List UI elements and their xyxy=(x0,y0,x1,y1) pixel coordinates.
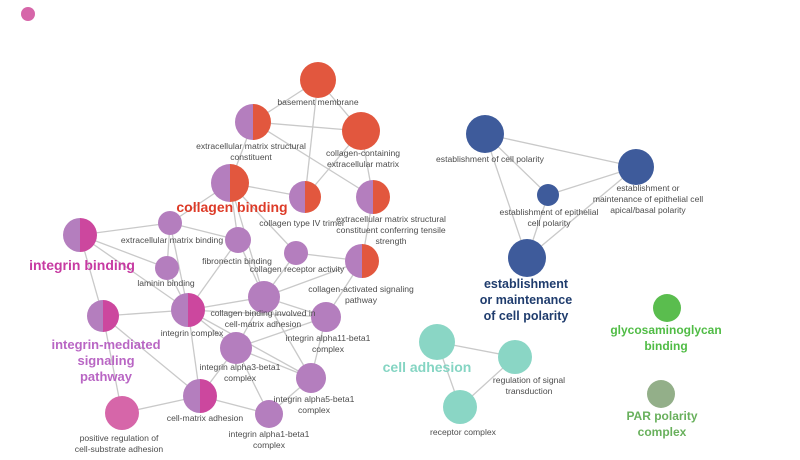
node-integrin-complex[interactable] xyxy=(171,293,205,327)
node-label-ecm-tensile-strength: extracellular matrix structural xyxy=(336,214,446,224)
node-label-collagen-containing-ecm: extracellular matrix xyxy=(327,159,400,169)
node-label-ecm-structural-constituent: extracellular matrix structural xyxy=(196,141,306,151)
node-establishment-maintenance[interactable] xyxy=(508,239,546,277)
node-regulation-signal-transduction[interactable] xyxy=(498,340,532,374)
par-polarity-complex-label: complex xyxy=(638,425,687,439)
node-label-integrin-alpha1-beta1: complex xyxy=(253,440,286,450)
node-integrin-alpha11-beta1[interactable] xyxy=(311,302,341,332)
node-cell-matrix-adhesion[interactable] xyxy=(183,379,217,413)
node-label-integrin-alpha3-beta1: complex xyxy=(224,373,257,383)
node-label-apical-basal-polarity: apical/basal polarity xyxy=(610,205,686,215)
node-label-fibronectin-binding: fibronectin binding xyxy=(202,256,272,266)
node-label-collagen-binding-involved: cell-matrix adhesion xyxy=(225,319,302,329)
node-ecm-binding[interactable] xyxy=(158,211,182,235)
integrin-mediated-signaling-label: signaling xyxy=(77,353,134,368)
establishment-maintenance-label: of cell polarity xyxy=(484,309,569,323)
edge-ecm-structural-constituent--ecm-tensile-strength xyxy=(252,121,374,198)
edge-establishment-cell-polarity--establishment-maintenance xyxy=(484,133,528,259)
node-collagen-containing-ecm[interactable] xyxy=(342,112,380,150)
node-label-regulation-signal-transduction: regulation of signal xyxy=(493,375,565,385)
node-fibronectin-binding[interactable] xyxy=(225,227,251,253)
node-label-regulation-signal-transduction: transduction xyxy=(506,386,553,396)
edge-apical-basal-polarity--establishment-maintenance xyxy=(526,166,637,259)
node-label-collagen-binding-involved: collagen binding involved in xyxy=(210,308,315,318)
node-label-positive-regulation-cell-substrate: cell-substrate adhesion xyxy=(75,444,164,454)
edge-establishment-cell-polarity--apical-basal-polarity xyxy=(484,133,637,168)
node-integrin-mediated-signaling[interactable] xyxy=(87,300,119,332)
glycosaminoglycan-binding-label: glycosaminoglycan xyxy=(610,323,721,337)
node-laminin-binding[interactable] xyxy=(155,256,179,280)
node-label-integrin-alpha5-beta1: complex xyxy=(298,405,331,415)
node-label-laminin-binding: laminin binding xyxy=(137,278,195,288)
node-integrin-alpha5-beta1[interactable] xyxy=(296,363,326,393)
node-label-integrin-alpha1-beta1: integrin alpha1-beta1 xyxy=(229,429,310,439)
node-label-collagen-containing-ecm: collagen-containing xyxy=(326,148,400,158)
node-integrin-alpha1-beta1[interactable] xyxy=(255,400,283,428)
node-integrin-alpha3-beta1[interactable] xyxy=(220,332,252,364)
edge-integrin-mediated-signaling--cell-matrix-adhesion xyxy=(102,315,201,397)
node-label-integrin-complex: integrin complex xyxy=(161,328,224,338)
node-label-basement-membrane: basement membrane xyxy=(277,97,358,107)
node-label-integrin-alpha5-beta1: integrin alpha5-beta1 xyxy=(274,394,355,404)
integrin-binding-label: integrin binding xyxy=(29,257,135,273)
integrin-mediated-signaling-label: pathway xyxy=(80,369,133,384)
glycosaminoglycan-binding-label: binding xyxy=(644,339,687,353)
node-label-integrin-alpha11-beta1: complex xyxy=(312,344,345,354)
node-ecm-tensile-strength[interactable] xyxy=(356,180,390,214)
cluster-labels-layer: collagen binding integrin binding integrin… xyxy=(29,199,722,439)
node-positive-regulation-cell-substrate[interactable] xyxy=(105,396,139,430)
node-label-apical-basal-polarity: maintenance of epithelial cell xyxy=(593,194,703,204)
node-collagen-activated-signaling[interactable] xyxy=(345,244,379,278)
cell-adhesion-label: cell adhesion xyxy=(383,359,472,375)
node-collagen-binding-involved[interactable] xyxy=(248,281,280,313)
node-label-establishment-epithelial: cell polarity xyxy=(528,218,572,228)
node-collagen-receptor-activity[interactable] xyxy=(284,241,308,265)
node-label-ecm-structural-constituent: constituent xyxy=(230,152,272,162)
node-apical-basal-polarity[interactable] xyxy=(618,149,654,185)
node-integrin-binding[interactable] xyxy=(63,218,97,252)
edge-basement-membrane--collagen-type-iv-trimer xyxy=(304,79,319,198)
node-label-receptor-complex: receptor complex xyxy=(430,427,497,437)
node-label-collagen-type-iv-trimer: collagen type IV trimer xyxy=(259,218,345,228)
node-label-cell-matrix-adhesion: cell-matrix adhesion xyxy=(167,413,244,423)
node-label-integrin-alpha3-beta1: integrin alpha3-beta1 xyxy=(200,362,281,372)
node-label-establishment-cell-polarity: establishment of cell polarity xyxy=(436,154,545,164)
collagen-binding-label: collagen binding xyxy=(176,199,287,215)
node-establishment-cell-polarity[interactable] xyxy=(466,115,504,153)
establishment-maintenance-label: establishment xyxy=(484,277,569,291)
node-label-positive-regulation-cell-substrate: positive regulation of xyxy=(80,433,159,443)
node-cell-adhesion[interactable] xyxy=(419,324,455,360)
node-label-ecm-tensile-strength: constituent conferring tensile xyxy=(336,225,446,235)
node-label-ecm-tensile-strength: strength xyxy=(375,236,406,246)
establishment-maintenance-label: or maintenance xyxy=(480,293,572,307)
edge-integrin-binding--integrin-complex xyxy=(79,234,189,311)
edge-integrin-complex--integrin-alpha11-beta1 xyxy=(187,309,327,318)
node-label-establishment-epithelial: establishment of epithelial xyxy=(500,207,599,217)
node-label-collagen-receptor-activity: collagen receptor activity xyxy=(250,264,345,274)
node-label-ecm-binding: extracellular matrix binding xyxy=(121,235,223,245)
node-label-apical-basal-polarity: establishment or xyxy=(616,183,679,193)
node-basement-membrane[interactable] xyxy=(300,62,336,98)
node-labels-layer: basement membrane extracellular matrix st… xyxy=(75,97,703,454)
node-establishment-epithelial[interactable] xyxy=(537,184,559,206)
nodes-layer xyxy=(21,7,681,430)
node-corner-dot[interactable] xyxy=(21,7,35,21)
node-receptor-complex[interactable] xyxy=(443,390,477,424)
node-par-polarity-complex[interactable] xyxy=(647,380,675,408)
node-ecm-structural-constituent[interactable] xyxy=(235,104,271,140)
node-collagen-binding[interactable] xyxy=(211,164,249,202)
edge-collagen-activated-signaling--collagen-binding-involved xyxy=(263,260,363,298)
node-collagen-type-iv-trimer[interactable] xyxy=(289,181,321,213)
node-label-collagen-activated-signaling: collagen-activated signaling xyxy=(308,284,414,294)
node-label-integrin-alpha11-beta1: integrin alpha11-beta1 xyxy=(286,333,371,343)
node-label-collagen-activated-signaling: pathway xyxy=(345,295,378,305)
par-polarity-complex-label: PAR polarity xyxy=(626,409,697,423)
node-glycosaminoglycan-binding[interactable] xyxy=(653,294,681,322)
integrin-mediated-signaling-label: integrin-mediated xyxy=(51,337,160,352)
